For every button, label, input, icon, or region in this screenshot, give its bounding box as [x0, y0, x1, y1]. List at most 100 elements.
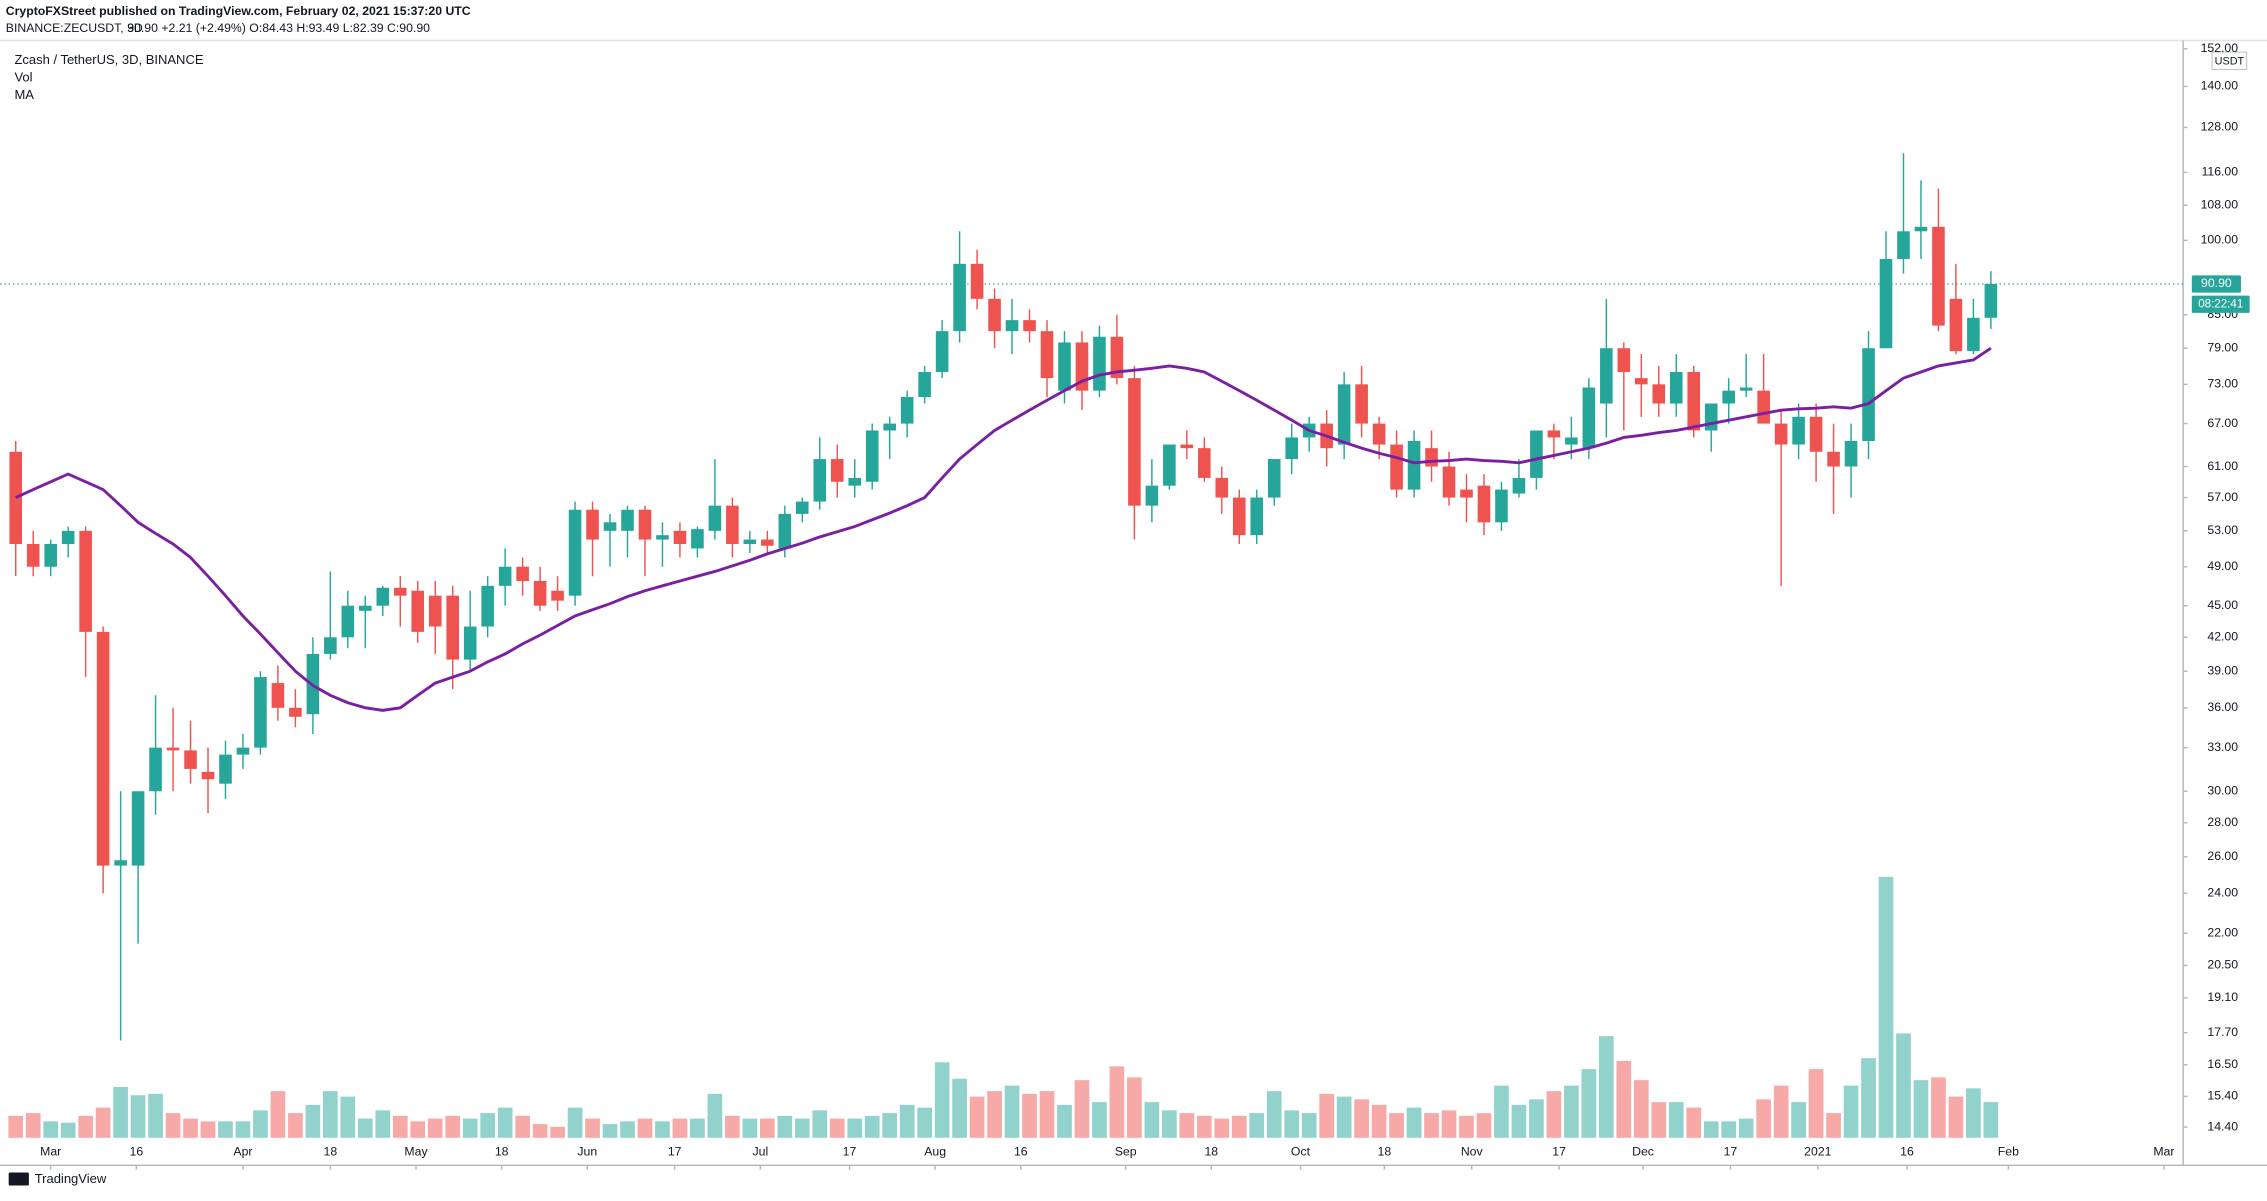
volume-bar	[1266, 1091, 1282, 1138]
volume-bar	[1284, 1110, 1300, 1138]
candle-body	[498, 566, 512, 586]
volume-bar	[253, 1110, 268, 1138]
volume-bar	[550, 1126, 565, 1138]
y-tick-label: 30.00	[2207, 783, 2238, 797]
candle-body	[1949, 298, 1963, 352]
candle-body	[1285, 437, 1299, 460]
candle-body	[1442, 466, 1456, 498]
candle-body	[656, 535, 669, 540]
x-tick-label: 17	[843, 1145, 857, 1159]
volume-bar	[78, 1115, 93, 1138]
volume-bar	[1773, 1085, 1789, 1138]
volume-bar	[794, 1118, 810, 1138]
candle-body	[988, 298, 1001, 332]
volume-bar	[113, 1087, 128, 1138]
x-tick-label: 2021	[1804, 1145, 1831, 1159]
volume-bar	[1319, 1093, 1335, 1138]
volume-bar	[8, 1115, 24, 1138]
last-price-label: 90.90	[2201, 276, 2232, 290]
y-tick-label: 24.00	[2207, 886, 2238, 900]
candle-body	[1215, 477, 1229, 498]
candle-body	[1792, 416, 1805, 445]
volume-bar	[1826, 1113, 1841, 1138]
volume-bar	[1966, 1088, 1981, 1138]
volume-bar	[1948, 1096, 1964, 1138]
volume-bar	[95, 1107, 111, 1138]
volume-bar	[1878, 876, 1894, 1138]
candle-body	[411, 590, 425, 632]
candle-body	[813, 459, 827, 502]
y-tick-label: 140.00	[2201, 79, 2239, 93]
volume-bar	[1424, 1113, 1439, 1138]
volume-bar	[899, 1104, 915, 1138]
volume-bar	[1564, 1085, 1579, 1138]
volume-bar	[742, 1118, 758, 1138]
candle-body	[201, 771, 215, 780]
x-tick-label: 17	[668, 1145, 682, 1159]
volume-bar	[183, 1118, 198, 1138]
volume-bar	[1581, 1069, 1597, 1138]
volume-bar	[410, 1121, 426, 1138]
x-tick-label: Jun	[577, 1145, 597, 1159]
candle-body	[516, 566, 529, 581]
candle-body	[393, 587, 407, 596]
x-tick-label: Feb	[1998, 1145, 2019, 1159]
candle-body	[324, 637, 337, 654]
volume-bar	[357, 1118, 373, 1138]
y-tick-label: 39.00	[2207, 663, 2238, 677]
volume-bar	[1983, 1102, 1999, 1138]
volume-bar	[1039, 1091, 1055, 1138]
y-tick-label: 14.40	[2207, 1119, 2238, 1133]
candle-body	[271, 683, 285, 708]
y-tick-label: 73.00	[2207, 377, 2238, 391]
candle-body	[481, 585, 494, 627]
candle-body	[1355, 384, 1368, 424]
volume-bar	[305, 1104, 321, 1138]
x-tick-label: Sep	[1115, 1145, 1137, 1159]
volume-bar	[218, 1121, 233, 1138]
volume-bar	[1791, 1102, 1806, 1138]
x-tick-label: 18	[1378, 1145, 1392, 1159]
candle-body	[26, 543, 40, 567]
x-tick-label: 18	[1204, 1145, 1218, 1159]
candle-body	[1390, 444, 1403, 490]
candle-body	[1757, 390, 1770, 424]
candle-body	[1827, 451, 1840, 467]
candle-body	[1005, 320, 1019, 332]
candle-body	[9, 451, 23, 544]
y-tick-label: 79.00	[2207, 340, 2238, 354]
candle-body	[778, 513, 792, 549]
candle-body	[1110, 336, 1124, 379]
candle-body	[918, 371, 931, 398]
y-tick-label: 28.00	[2207, 815, 2238, 829]
candle-body	[883, 423, 896, 431]
volume-bar	[1092, 1102, 1107, 1138]
candle-body	[1250, 497, 1264, 536]
candle-body	[638, 509, 652, 540]
candle-body	[1932, 226, 1945, 326]
volume-bar	[777, 1115, 793, 1138]
x-tick-label: 16	[130, 1145, 144, 1159]
y-tick-label: 22.00	[2207, 925, 2238, 939]
candle-body	[900, 397, 914, 424]
candle-body	[1669, 371, 1683, 404]
candle-body	[376, 587, 390, 606]
volume-bar	[1651, 1102, 1667, 1138]
candle-body	[1460, 489, 1473, 498]
volume-bar	[864, 1115, 880, 1138]
volume-bar	[1756, 1099, 1771, 1138]
candle-body	[551, 590, 564, 601]
unit-box	[2211, 51, 2248, 70]
volume-bar	[1703, 1121, 1719, 1138]
volume-bar	[340, 1096, 356, 1138]
volume-bar	[1476, 1113, 1492, 1138]
volume-bar	[725, 1115, 740, 1138]
volume-bar	[1336, 1096, 1352, 1138]
y-tick-label: 15.40	[2207, 1089, 2238, 1103]
candle-body	[359, 605, 372, 611]
candle-body	[673, 530, 687, 544]
candle-body	[446, 595, 460, 660]
volume-bar	[1808, 1069, 1824, 1138]
candle-body	[830, 459, 844, 482]
